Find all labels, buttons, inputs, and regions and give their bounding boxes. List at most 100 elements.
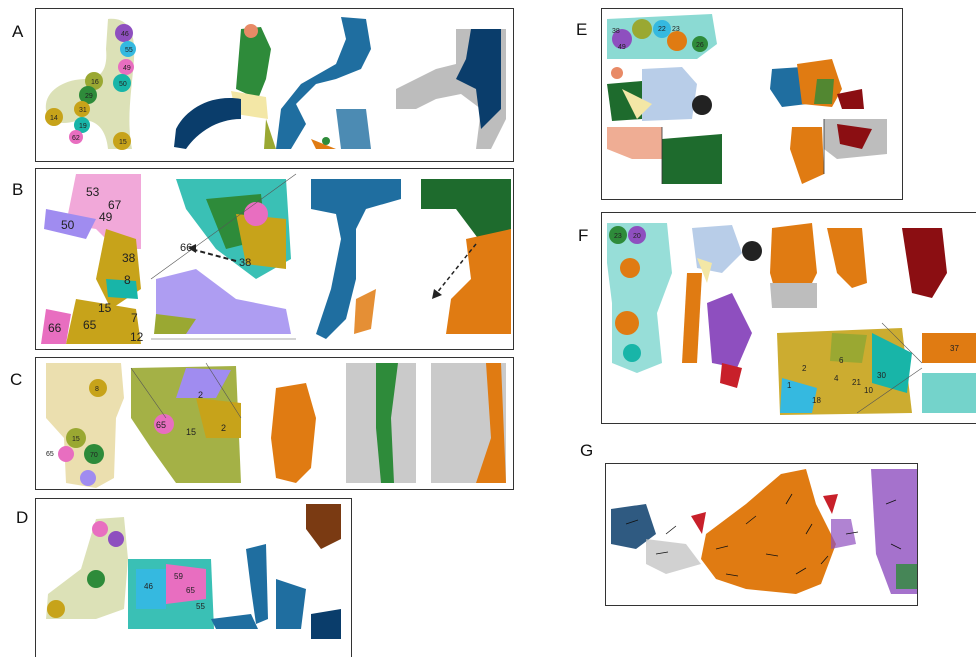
c-label: 15 (186, 427, 196, 437)
f-label: 37 (950, 344, 959, 353)
d-label: 55 (196, 602, 205, 611)
b-label: 53 (86, 185, 100, 199)
b-cluster-detail: 66 38 (149, 173, 299, 340)
f-cluster-detail: 1 2 6 4 18 21 30 10 37 (777, 322, 976, 415)
d-stream-map (276, 504, 341, 639)
f-label: 30 (877, 371, 886, 380)
e-label: 38 (612, 28, 620, 35)
a-velocity-map (276, 17, 371, 149)
a-label: 14 (50, 115, 58, 122)
e-label: 23 (672, 26, 680, 33)
b-label: 15 (98, 301, 112, 315)
e-label: 22 (658, 26, 666, 33)
a-label: 19 (79, 123, 87, 130)
panel-a: 46 55 49 50 16 29 31 14 19 62 15 (35, 8, 514, 162)
f-label: 4 (834, 374, 839, 383)
c-cluster-detail: 2 65 15 2 (130, 362, 242, 483)
b-label: 67 (108, 198, 122, 212)
b-label: 50 (61, 218, 75, 232)
panel-letter-c: C (10, 370, 23, 389)
b-label: 49 (99, 210, 113, 224)
panel-letter-g: G (580, 441, 594, 460)
b-label: 12 (130, 330, 144, 344)
e-label: 49 (618, 44, 626, 51)
e-stream-map-1 (607, 127, 722, 184)
f-label: 10 (864, 386, 873, 395)
panel-a-plots: 46 55 49 50 16 29 31 14 19 62 15 (45, 17, 506, 150)
velocity-arrows (625, 493, 902, 577)
a-lineage-map (174, 24, 276, 149)
a-label: 16 (91, 79, 99, 86)
panel-g-plot (611, 469, 917, 594)
c-stream-map-2 (431, 363, 506, 483)
c-label: 65 (156, 420, 166, 430)
panel-d: 46 59 65 55 (35, 498, 352, 657)
b-cluster-zoom: 53 67 49 50 38 8 15 65 66 7 12 (41, 174, 144, 344)
c-label: 8 (95, 386, 99, 393)
a-label: 46 (121, 31, 129, 38)
e-stream-map-2 (790, 119, 887, 184)
f-lineage-map (682, 225, 762, 388)
panel-c-plots: 8 15 65 70 2 65 15 2 (46, 362, 506, 488)
panel-letter-a: A (12, 22, 24, 41)
a-label: 31 (79, 107, 87, 114)
c-label: 65 (46, 451, 54, 458)
b-label: 8 (124, 273, 131, 287)
panel-letter-f: F (578, 226, 589, 245)
f-label: 6 (839, 356, 844, 365)
a-label: 55 (125, 47, 133, 54)
f-label: 2 (802, 364, 807, 373)
a-stream-map (396, 29, 506, 149)
a-label: 29 (85, 93, 93, 100)
b-stream-map (421, 179, 511, 334)
c-label: 2 (221, 423, 226, 433)
panel-e-plots: 22 23 38 49 26 (607, 14, 887, 184)
panel-f: 23 20 1 2 6 4 (601, 212, 976, 424)
d-velocity-map (211, 544, 268, 629)
c-stream-map-1 (346, 363, 416, 483)
arrowhead-right (823, 494, 838, 514)
f-stream-maps (770, 223, 947, 308)
panel-b: 53 67 49 50 38 8 15 65 66 7 12 66 38 (35, 168, 514, 350)
e-lineage-map (607, 67, 712, 121)
panel-g (605, 463, 918, 606)
f-label: 21 (852, 378, 861, 387)
f-label: 23 (614, 233, 622, 240)
b-label: 66 (180, 242, 192, 254)
d-label: 46 (144, 582, 153, 591)
c-label: 2 (198, 390, 203, 400)
panel-d-plots: 46 59 65 55 (46, 504, 341, 639)
a-label: 15 (119, 139, 127, 146)
c-cluster-map: 8 15 65 70 (46, 363, 124, 488)
f-label: 1 (787, 381, 792, 390)
e-velocity-map (770, 59, 864, 109)
panel-b-plots: 53 67 49 50 38 8 15 65 66 7 12 66 38 (41, 173, 511, 344)
e-label: 26 (696, 42, 704, 49)
b-label: 65 (83, 318, 97, 332)
c-label: 15 (72, 436, 80, 443)
a-label: 62 (72, 135, 80, 142)
f-cluster-map: 23 20 (607, 223, 672, 373)
panel-letter-e: E (576, 20, 588, 39)
b-label: 7 (131, 311, 138, 325)
d-label: 59 (174, 572, 183, 581)
b-label: 38 (122, 251, 136, 265)
b-label: 66 (48, 321, 62, 335)
panel-e: 22 23 38 49 26 (601, 8, 903, 200)
c-velocity-map (271, 383, 316, 483)
b-velocity-map (311, 179, 401, 339)
panel-letter-d: D (16, 508, 29, 527)
f-label: 20 (633, 233, 641, 240)
d-cluster-detail: 46 59 65 55 (128, 559, 214, 629)
d-label: 65 (186, 586, 195, 595)
b-label: 38 (239, 257, 251, 269)
arrowhead-left (691, 512, 706, 534)
c-label: 70 (90, 452, 98, 459)
panel-letter-b: B (12, 180, 24, 199)
d-cluster-map (46, 517, 128, 619)
panel-c: 8 15 65 70 2 65 15 2 (35, 357, 514, 490)
a-cluster-map: 46 55 49 50 16 29 31 14 19 62 15 (45, 18, 136, 150)
a-label: 49 (123, 65, 131, 72)
panel-f-plots: 23 20 1 2 6 4 (607, 223, 976, 415)
e-cluster-map: 22 23 38 49 26 (607, 14, 717, 59)
